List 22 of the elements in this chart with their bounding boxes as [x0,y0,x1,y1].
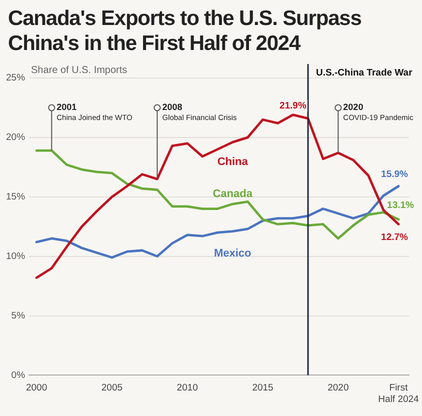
series-label: China [217,156,249,168]
series-label: Mexico [214,247,252,260]
y-tick-label: 20% [6,132,26,144]
series-label: Canada [212,188,254,200]
data-label: 12.7% [381,232,409,243]
data-label: 21.9% [279,100,307,112]
x-tick-label: First Half 2024 [378,382,419,405]
y-tick-label: 25% [6,72,26,84]
ref-line-label: U.S.-China Trade War [316,67,413,78]
x-tick-label: 2015 [252,382,274,394]
y-tick-label: 15% [6,192,26,203]
x-tick-label: 2005 [101,382,123,394]
x-tick-label: 2000 [26,382,48,394]
data-label: 15.9% [381,168,409,180]
y-tick-label: 5% [11,310,26,322]
y-axis-title: Share of U.S. Imports [31,64,128,76]
y-tick-label: 0% [11,370,26,381]
data-label: 13.1% [387,200,415,212]
chart-title: Canada's Exports to the U.S. Surpass China's in the First Half of 2024 [7,6,362,56]
x-tick-label: 2020 [328,382,349,394]
y-tick-label: 10% [6,250,26,262]
x-tick-label: 2010 [176,382,198,394]
